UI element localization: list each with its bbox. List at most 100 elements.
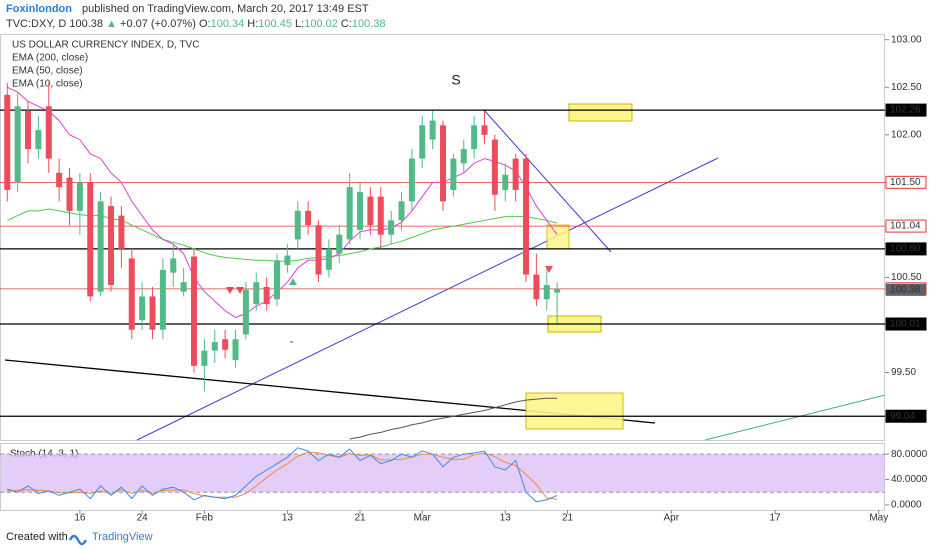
y-tick-label: 102.50: [891, 82, 922, 93]
price: 100.38: [69, 18, 103, 30]
legend-entry: EMA (50, close): [12, 66, 83, 77]
last-price-label: 100.38: [890, 284, 921, 295]
l-label: L:: [295, 18, 304, 30]
level-label: 100.80: [890, 244, 921, 255]
trend-line: [704, 394, 886, 441]
candle-body: [543, 285, 550, 300]
footer-brand[interactable]: TradingView: [92, 531, 153, 543]
candle-body: [118, 215, 125, 249]
candle-body: [14, 106, 21, 183]
candle-body: [502, 174, 509, 190]
candle-body: [398, 201, 405, 221]
candle-body: [388, 220, 395, 235]
x-tick-label: Mar: [414, 513, 432, 524]
annotation: S: [451, 72, 460, 88]
stoch-d: [7, 451, 558, 500]
candle-body: [305, 210, 312, 226]
candle-body: [56, 172, 63, 188]
change: +0.07 (+0.07%): [120, 18, 196, 30]
trend-line: [483, 109, 612, 253]
stoch-k: [7, 447, 558, 503]
candle-body: [429, 120, 436, 140]
trend-line: [136, 157, 719, 441]
c-label: C:: [341, 18, 352, 30]
h-value: 100.45: [258, 18, 292, 30]
candle-body: [440, 125, 447, 202]
l-value: 100.02: [304, 18, 338, 30]
candle-body: [315, 225, 322, 275]
x-tick-label: 13: [500, 513, 512, 524]
legend-entry: EMA (10, close): [12, 79, 83, 90]
candle-body: [108, 206, 115, 286]
candle-body: [533, 274, 540, 300]
candle-body: [336, 234, 343, 254]
level-label: 99.04: [890, 411, 915, 422]
zone-box: [546, 224, 570, 250]
candle-body: [232, 339, 239, 361]
x-tick-label: 24: [137, 513, 149, 524]
price-pane: [0, 34, 885, 441]
x-tick-label: 16: [74, 513, 86, 524]
candle-body: [367, 196, 374, 226]
published: published on TradingView.com, March 20, …: [82, 3, 369, 15]
level-label-box: [885, 175, 927, 189]
x-tick-label: Apr: [663, 513, 679, 524]
x-tick-label: Feb: [196, 513, 214, 524]
candle-body: [274, 260, 281, 300]
y-tick-label: 40.0000: [891, 474, 928, 485]
signal-triangle: [545, 266, 553, 273]
candle-body: [263, 286, 270, 305]
footer-created: Created with: [6, 531, 68, 543]
y-tick-label: 99.50: [891, 367, 916, 378]
y-tick-label: 80.0000: [891, 449, 928, 460]
candle-body: [211, 342, 218, 351]
candle-body: [87, 182, 94, 297]
candle-body: [25, 111, 32, 150]
logo-icon: [68, 534, 88, 546]
author[interactable]: Foxinlondon: [6, 3, 72, 15]
candle-body: [408, 158, 415, 202]
legend-entry: EMA (200, close): [12, 53, 88, 64]
symbol: TVC:DXY, D: [6, 18, 66, 30]
h-label: H:: [247, 18, 258, 30]
level-label: 101.50: [890, 177, 921, 188]
level-label: 101.04: [890, 221, 921, 232]
candle-body: [471, 125, 478, 150]
y-tick-label: 100.50: [891, 272, 922, 283]
symbol-line: TVC:DXY, D 100.38 ▲ +0.07 (+0.07%) O: 100…: [6, 18, 386, 30]
candle-body: [191, 256, 198, 366]
x-tick-label: 17: [769, 513, 781, 524]
x-tick-label: May: [869, 513, 888, 524]
o-label: O:: [199, 18, 211, 30]
arrow: ▲: [106, 18, 117, 30]
signal-triangle: [226, 287, 234, 294]
candle-body: [481, 125, 488, 135]
last-price-box: [886, 283, 926, 296]
x-tick-label: 21: [354, 513, 366, 524]
candle-body: [4, 94, 11, 190]
level-label-box: [885, 242, 927, 256]
level-label-box: [885, 219, 927, 233]
y-tick-label: 102.00: [891, 129, 922, 140]
signal-triangle: [289, 278, 297, 285]
chart-title: US DOLLAR CURRENCY INDEX, D, TVC: [12, 40, 199, 51]
candle-body: [35, 130, 42, 150]
candle-body: [180, 282, 187, 292]
ema-line: [349, 397, 558, 440]
level-label: 100.01: [890, 319, 921, 330]
x-tick-label: 21: [562, 513, 574, 524]
tv-logo: [68, 534, 88, 546]
level-label-box: [885, 103, 927, 117]
candle-body: [201, 350, 208, 366]
candle-body: [419, 125, 426, 159]
c-value: 100.38: [352, 18, 386, 30]
candle-body: [66, 177, 73, 211]
candle-body: [491, 139, 498, 195]
candle-body: [149, 296, 156, 330]
candle-body: [346, 187, 353, 240]
candle-body: [242, 289, 249, 335]
level-label-box: [885, 409, 927, 423]
candle-body: [45, 106, 52, 159]
